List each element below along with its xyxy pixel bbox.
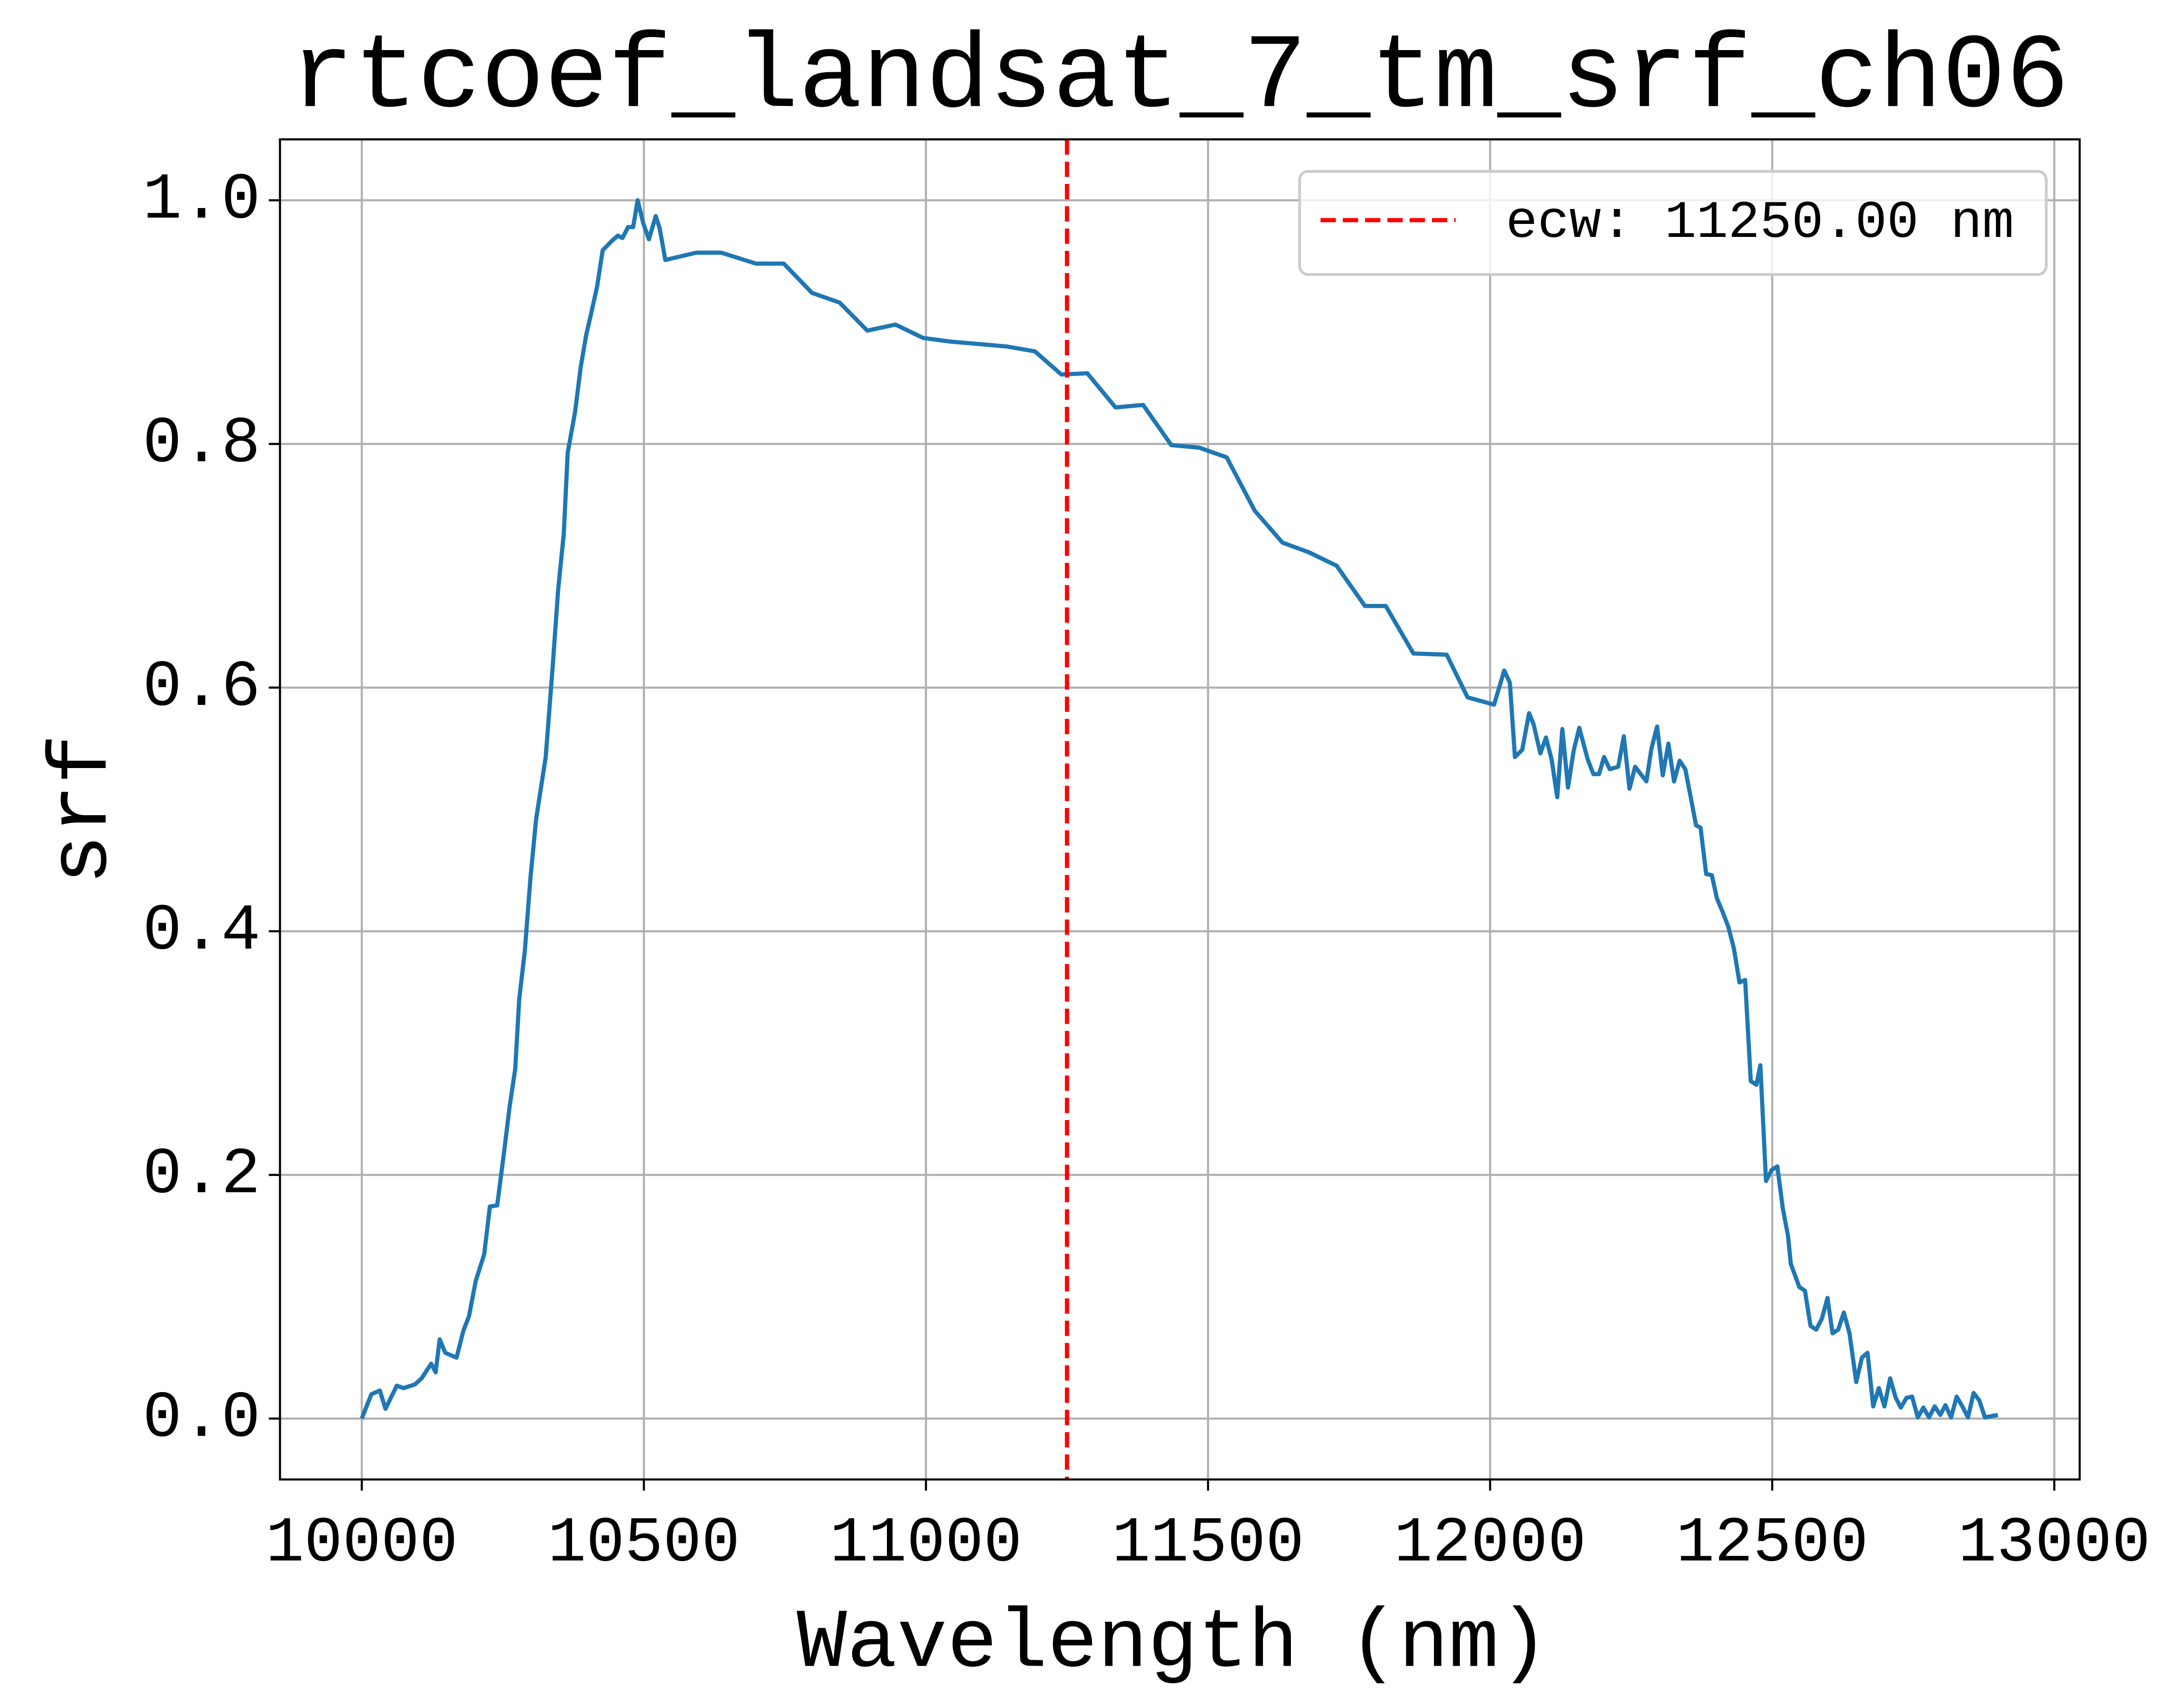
x-tick-label: 12500 (1676, 1507, 1868, 1580)
x-axis-label: Wavelength (nm) (797, 1597, 1549, 1692)
chart-title: rtcoef_landsat_7_tm_srf_ch06 (290, 18, 2069, 138)
x-tick-label: 13000 (1958, 1507, 2150, 1580)
legend: ecw: 11250.00 nm (1298, 170, 2048, 276)
x-tick-label: 10500 (548, 1507, 740, 1580)
y-axis-label: srf (36, 734, 131, 885)
x-tick-label: 11500 (1112, 1507, 1304, 1580)
legend-box (1298, 170, 2048, 276)
y-tick-label: 1.0 (143, 163, 260, 237)
y-tick-label: 0.2 (143, 1138, 260, 1212)
x-tick-label: 11000 (830, 1507, 1022, 1580)
y-tick-label: 0.6 (143, 651, 260, 725)
legend-label: ecw: 11250.00 nm (1506, 193, 2014, 253)
plot-frame (279, 138, 2081, 1481)
y-tick-label: 0.8 (143, 407, 260, 481)
x-tick-label: 10000 (266, 1507, 458, 1580)
data-line (360, 198, 1999, 1420)
x-tick-label: 12000 (1394, 1507, 1586, 1580)
y-tick-label: 0.4 (143, 894, 260, 968)
y-tick-label: 0.0 (143, 1382, 260, 1456)
